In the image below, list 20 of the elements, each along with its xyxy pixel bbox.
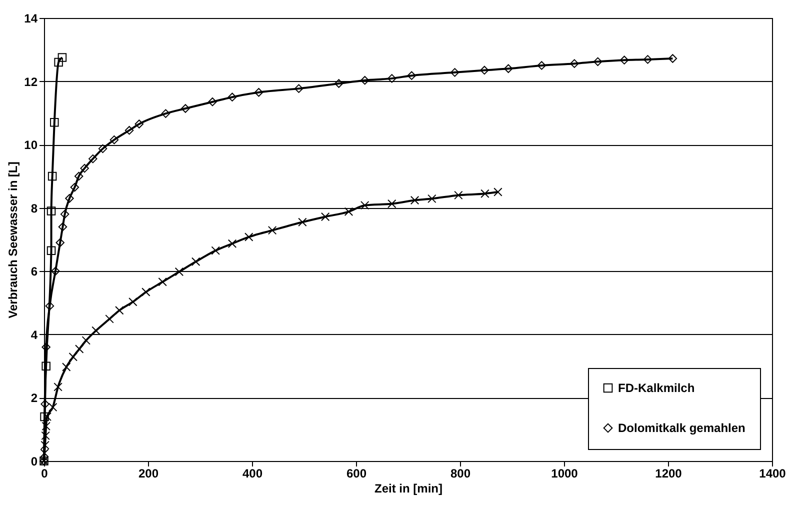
- legend-label: FD-Kalkmilch: [618, 381, 695, 395]
- x-tick-label: 400: [242, 466, 263, 480]
- y-tick-label: 0: [30, 454, 38, 468]
- x-tick-label: 200: [138, 466, 159, 480]
- x-tick-label: 1000: [551, 466, 578, 480]
- x-tick-label: 1400: [759, 466, 786, 480]
- legend-label: Dolomitkalk gemahlen: [618, 421, 746, 435]
- y-tick-label: 8: [30, 201, 38, 216]
- x-tick-label: 600: [346, 466, 367, 480]
- y-tick-label: 14: [24, 12, 38, 26]
- y-tick-label: 12: [24, 74, 38, 89]
- y-tick-label: 2: [30, 391, 38, 406]
- x-tick-label: 1200: [655, 466, 682, 480]
- y-tick-label: 6: [30, 264, 38, 279]
- y-tick-label: 4: [30, 328, 38, 342]
- x-axis-title: Zeit in [min]: [374, 482, 442, 496]
- x-tick-label: 800: [450, 466, 471, 480]
- x-tick-label: 0: [41, 466, 48, 480]
- y-tick-label: 10: [24, 138, 38, 152]
- y-axis-title: Verbrauch Seewasser in [L]: [6, 162, 20, 318]
